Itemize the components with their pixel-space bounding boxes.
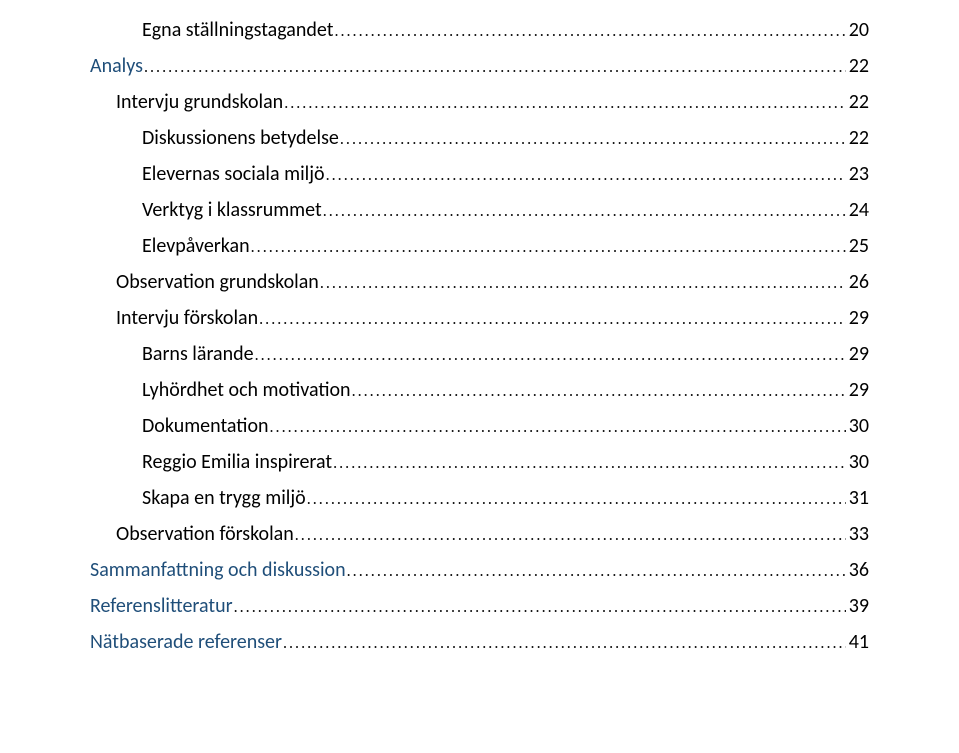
toc-leader — [259, 306, 846, 330]
toc-leader — [307, 486, 846, 510]
toc-entry[interactable]: Observation förskolan 33 — [116, 522, 869, 546]
toc-entry-page: 22 — [849, 126, 869, 150]
toc-page: Egna ställningstagandet20Analys22Intervj… — [0, 0, 959, 753]
toc-entry-page: 39 — [849, 594, 869, 618]
toc-entry-page: 22 — [849, 90, 869, 114]
toc-leader — [320, 270, 846, 294]
toc-entry-label: Skapa en trygg miljö — [142, 486, 306, 510]
toc-entry[interactable]: Egna ställningstagandet 20 — [142, 18, 869, 42]
toc-entry-label: Sammanfattning och diskussion — [90, 558, 346, 582]
toc-leader — [340, 126, 846, 150]
toc-entry-label: Analys — [90, 54, 143, 78]
toc-entry-page: 30 — [849, 414, 869, 438]
toc-entry-page: 25 — [849, 234, 869, 258]
toc-entry-page: 20 — [849, 18, 869, 42]
toc-entry-label: Elevpåverkan — [142, 234, 250, 258]
toc-entry[interactable]: Referenslitteratur 39 — [90, 594, 869, 618]
toc-entry[interactable]: Intervju förskolan 29 — [116, 306, 869, 330]
toc-entry-page: 29 — [849, 378, 869, 402]
toc-entry-page: 24 — [849, 198, 869, 222]
toc-entry[interactable]: Intervju grundskolan 22 — [116, 90, 869, 114]
toc-entry[interactable]: Elevpåverkan 25 — [142, 234, 869, 258]
toc-entry-label: Observation förskolan — [116, 522, 294, 546]
toc-entry[interactable]: Nätbaserade referenser 41 — [90, 630, 869, 654]
toc-leader — [284, 90, 846, 114]
toc-entry-page: 30 — [849, 450, 869, 474]
toc-entry-page: 26 — [849, 270, 869, 294]
toc-entry-label: Egna ställningstagandet — [142, 18, 333, 42]
toc-entry-page: 31 — [849, 486, 869, 510]
toc-entry[interactable]: Verktyg i klassrummet 24 — [142, 198, 869, 222]
toc-leader — [334, 18, 845, 42]
toc-entry-page: 22 — [849, 54, 869, 78]
toc-entry-label: Barns lärande — [142, 342, 254, 366]
toc-entry-label: Reggio Emilia inspirerat — [142, 450, 332, 474]
toc-entry[interactable]: Dokumentation 30 — [142, 414, 869, 438]
toc-leader — [144, 54, 846, 78]
toc-entry[interactable]: Sammanfattning och diskussion 36 — [90, 558, 869, 582]
toc-leader — [295, 522, 846, 546]
toc-entry[interactable]: Diskussionens betydelse 22 — [142, 126, 869, 150]
toc-entry-page: 23 — [849, 162, 869, 186]
toc-entry-page: 36 — [849, 558, 869, 582]
toc-entry-label: Referenslitteratur — [90, 594, 233, 618]
toc-leader — [323, 198, 846, 222]
toc-entry-label: Verktyg i klassrummet — [142, 198, 322, 222]
toc-entry-label: Lyhördhet och motivation — [142, 378, 351, 402]
toc-entry-label: Observation grundskolan — [116, 270, 319, 294]
toc-entry[interactable]: Skapa en trygg miljö 31 — [142, 486, 869, 510]
toc-leader — [333, 450, 846, 474]
toc-entry-page: 29 — [849, 342, 869, 366]
toc-entry-label: Elevernas sociala miljö — [142, 162, 325, 186]
toc-entry[interactable]: Elevernas sociala miljö 23 — [142, 162, 869, 186]
toc-leader — [255, 342, 846, 366]
toc-leader — [283, 630, 846, 654]
toc-leader — [251, 234, 846, 258]
toc-entry-label: Nätbaserade referenser — [90, 630, 282, 654]
toc-leader — [270, 414, 846, 438]
toc-entry-page: 41 — [849, 630, 869, 654]
toc-entry-label: Dokumentation — [142, 414, 269, 438]
toc-entry-label: Diskussionens betydelse — [142, 126, 339, 150]
toc-entry[interactable]: Reggio Emilia inspirerat 30 — [142, 450, 869, 474]
toc-leader — [326, 162, 846, 186]
toc-entry[interactable]: Lyhördhet och motivation 29 — [142, 378, 869, 402]
toc-entry-label: Intervju grundskolan — [116, 90, 283, 114]
toc-entry-label: Intervju förskolan — [116, 306, 258, 330]
toc-entry[interactable]: Analys 22 — [90, 54, 869, 78]
toc-leader — [352, 378, 846, 402]
toc-entry-page: 29 — [849, 306, 869, 330]
toc-entry[interactable]: Barns lärande 29 — [142, 342, 869, 366]
toc-entry[interactable]: Observation grundskolan 26 — [116, 270, 869, 294]
toc-leader — [234, 594, 846, 618]
toc-entry-page: 33 — [849, 522, 869, 546]
toc-leader — [347, 558, 846, 582]
